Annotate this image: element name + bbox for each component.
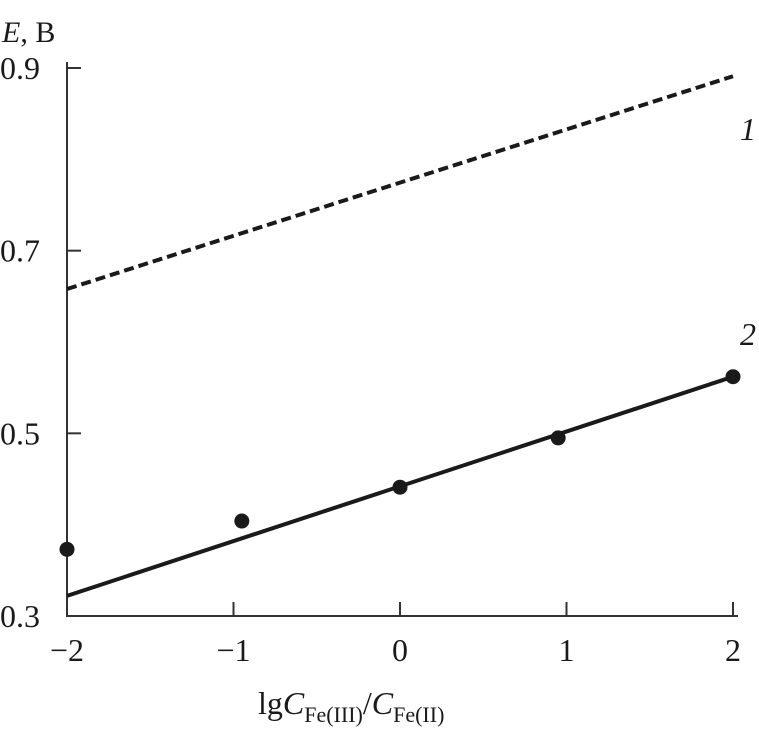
data-point [550,430,566,446]
data-point [59,541,75,557]
x-tick-label: −1 [216,632,250,668]
data-point [725,369,741,385]
y-tick-label: 0.7 [0,233,40,269]
x-axis-label: lgCFe(III)/CFe(II) [258,685,444,727]
y-tick-label: 0.9 [0,50,40,86]
x-label-num-var: C [283,685,305,721]
x-label-num-sub: Fe(III) [304,702,363,727]
y-tick-label: 0.5 [0,415,40,451]
series-line-1 [66,74,734,291]
x-tick-label: 2 [725,632,741,668]
y-tick-label: 0.3 [0,598,40,634]
y-axis-label: E, В [1,16,55,49]
x-label-den-var: C [372,685,394,721]
series-label-2: 2 [740,316,756,352]
series-label-1: 1 [740,111,756,147]
x-label-den-sub: Fe(II) [393,702,444,727]
x-tick-label: 0 [392,632,408,668]
x-tick-label: 1 [559,632,575,668]
x-tick-label: −2 [50,632,84,668]
data-point [234,513,250,529]
y-label-unit: , В [20,16,55,49]
x-label-prefix: lg [258,685,283,721]
y-label-var: E [1,16,20,49]
data-point [392,479,408,495]
x-label-slash: / [363,685,372,721]
